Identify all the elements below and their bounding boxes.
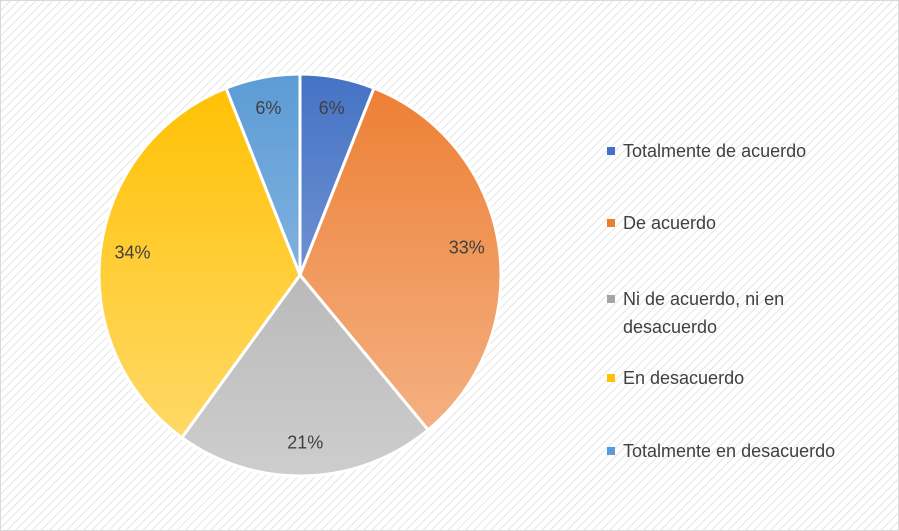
data-label: 34% xyxy=(114,243,150,263)
legend-entry: Totalmente de acuerdo xyxy=(607,137,869,165)
legend-swatch xyxy=(607,219,615,227)
pie-slice xyxy=(97,86,302,440)
legend-entry: En desacuerdo xyxy=(607,364,869,392)
legend-swatch xyxy=(607,374,615,382)
legend-label: Ni de acuerdo, ni en desacuerdo xyxy=(623,289,785,337)
pie-slice xyxy=(298,86,503,432)
legend-label: De acuerdo xyxy=(623,213,717,233)
legend-swatch xyxy=(607,295,615,303)
legend-label: En desacuerdo xyxy=(623,368,745,388)
legend-swatch xyxy=(607,147,615,155)
legend-label: Totalmente en desacuerdo xyxy=(623,441,836,461)
pie-slice xyxy=(179,272,431,478)
data-label: 6% xyxy=(319,98,345,118)
data-label: 6% xyxy=(255,98,281,118)
legend-swatch xyxy=(607,447,615,455)
legend-entry: De acuerdo xyxy=(607,209,869,237)
legend-entry: Totalmente en desacuerdo xyxy=(607,437,869,465)
pie-slice xyxy=(224,72,302,276)
legend-label: Totalmente de acuerdo xyxy=(623,141,807,161)
data-label: 33% xyxy=(449,237,485,257)
legend-entry: Ni de acuerdo, ni en desacuerdo xyxy=(607,285,869,341)
data-label: 21% xyxy=(287,433,323,453)
